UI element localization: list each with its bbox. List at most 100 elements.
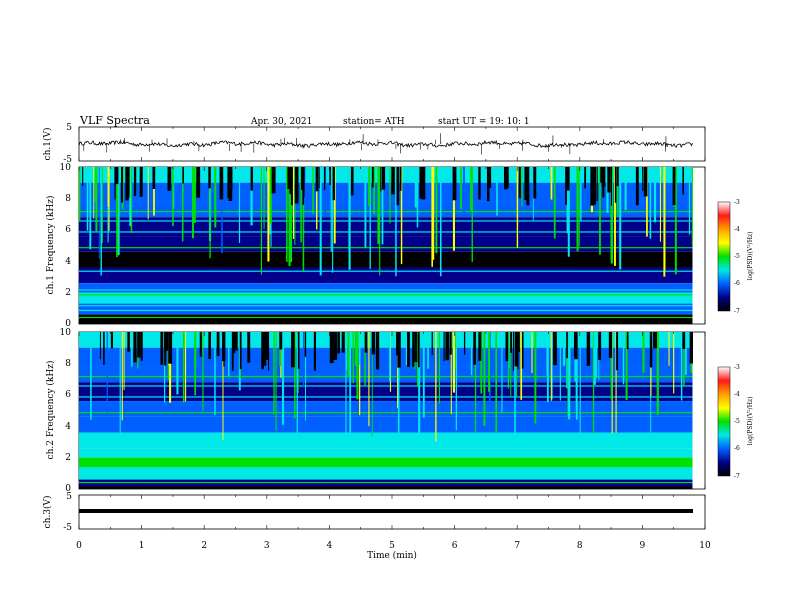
spectrogram-gap: [399, 167, 402, 191]
spectrogram-gap: [164, 332, 169, 351]
spectrogram-sferic: [488, 332, 490, 392]
spectrogram-gap: [239, 332, 242, 370]
spectrogram-sferic: [462, 167, 465, 215]
spectrogram-sferic: [592, 332, 595, 434]
spectrogram-sferic: [377, 167, 380, 245]
spectrogram-sferic: [172, 167, 174, 227]
spectrogram-sferic: [319, 167, 322, 276]
spectrogram-sferic: [480, 332, 483, 394]
spectrogram-gap: [290, 167, 293, 206]
spectrogram-sferic: [222, 332, 224, 441]
spectrogram-sferic: [610, 167, 613, 261]
spectrogram-gap: [247, 332, 251, 363]
spectrogram-gap: [449, 332, 452, 355]
spectrogram-sferic: [455, 332, 458, 431]
spectrogram-sferic: [616, 167, 619, 218]
spectrogram-sferic: [305, 332, 306, 421]
spectrogram-sferic: [649, 167, 652, 239]
spectrogram-gap: [137, 332, 141, 358]
spectrogram-line: [79, 435, 693, 437]
spectrogram-sferic: [292, 167, 295, 239]
ch2-ytick-8: 8: [65, 359, 71, 369]
spectrogram-gap: [616, 332, 619, 371]
spectrogram-sferic: [332, 167, 334, 273]
spectrogram-gap: [318, 167, 320, 189]
x-axis-label: Time (min): [367, 550, 417, 561]
ch2-ytick-0: 0: [65, 484, 71, 494]
spectrogram-sferic: [427, 332, 429, 369]
spectrogram-gap: [140, 332, 143, 361]
spectrogram-sferic: [416, 332, 419, 387]
spectrogram-line: [79, 474, 693, 477]
spectrogram-band: [79, 479, 693, 489]
spectrogram-gap: [381, 167, 386, 190]
spectrogram-gap: [287, 167, 292, 189]
spectrogram-sferic: [615, 332, 617, 433]
spectrogram-gap: [133, 332, 137, 363]
spectrogram-gap: [445, 332, 450, 361]
spectrogram-sferic: [98, 167, 100, 259]
spectrogram-sferic: [90, 332, 92, 420]
ch1-ytick-neg5: -5: [63, 155, 72, 165]
colorbar-ch1-ticks: -3 -4 -5 -6 -7: [734, 199, 740, 315]
spectrogram-sferic: [599, 167, 601, 255]
spectrogram-sferic: [356, 332, 359, 400]
spectrogram-gap: [208, 332, 211, 360]
spectrogram-sferic: [563, 332, 566, 366]
spectrogram-gap: [196, 167, 201, 198]
spectrogram-gap: [110, 332, 113, 349]
spectrogram-sferic: [273, 332, 275, 415]
spectrogram-sferic: [471, 167, 473, 263]
spectrogram-band: [79, 416, 693, 433]
spectrogram-sferic: [369, 167, 371, 269]
xtick-1: 1: [139, 541, 145, 551]
cb1-tick-neg7: -7: [734, 308, 740, 315]
ch2-ytick-4: 4: [65, 422, 71, 432]
spectrogram-gap: [510, 332, 512, 353]
spectrogram-gap: [596, 167, 598, 201]
spectrogram-sferic: [422, 332, 425, 418]
spectrogram-sferic: [316, 167, 318, 230]
spectrogram-gap: [332, 167, 335, 201]
spectrogram-gap: [133, 167, 137, 196]
spectrogram-sferic: [580, 167, 582, 221]
spectrogram-sferic: [130, 167, 133, 233]
spectrogram-gap: [227, 167, 229, 198]
spectrogram-gap: [573, 332, 578, 358]
xtick-7: 7: [514, 541, 520, 551]
start-ut-label: start UT = 19: 10: 1: [438, 117, 530, 127]
spectrogram-sferic: [354, 332, 357, 366]
station-label: station= ATH: [343, 117, 405, 127]
ch1-ytick-2: 2: [65, 288, 71, 298]
ch1-spectrogram-ylabel: ch.1 Frequency (kHz): [45, 196, 56, 295]
spectrogram-gap: [414, 332, 418, 363]
spectrogram-line: [79, 210, 693, 213]
ch3-ytick-5: 5: [66, 492, 72, 502]
spectrogram-sferic: [250, 167, 253, 226]
spectrogram-sferic: [483, 332, 486, 426]
spectrogram-line: [79, 294, 693, 296]
spectrogram-gap: [518, 167, 521, 199]
spectrogram-line: [79, 459, 693, 461]
spectrogram-gap: [586, 332, 591, 366]
xtick-10: 10: [699, 541, 711, 551]
spectrogram-sferic: [521, 167, 523, 207]
spectrogram-sferic: [359, 332, 361, 365]
spectrogram-sferic: [100, 167, 102, 276]
ch1-ytick-6: 6: [65, 225, 71, 235]
spectrogram-dc-band: [79, 321, 693, 324]
spectrogram-sferic: [348, 167, 351, 270]
spectrogram-gap: [642, 167, 644, 192]
spectrogram-line: [79, 467, 693, 469]
spectrogram-sferic: [131, 332, 133, 367]
xtick-5: 5: [389, 541, 395, 551]
spectrogram-sferic: [674, 167, 677, 275]
spectrogram-sferic: [269, 167, 272, 224]
spectrogram-sferic: [373, 167, 376, 215]
spectrogram-sferic: [302, 167, 305, 272]
spectrogram-line: [79, 396, 693, 398]
spectrogram-gap: [608, 332, 613, 358]
spectrogram-sferic: [288, 167, 291, 267]
spectrogram-sferic: [546, 332, 548, 376]
spectrogram-gap: [419, 167, 423, 199]
